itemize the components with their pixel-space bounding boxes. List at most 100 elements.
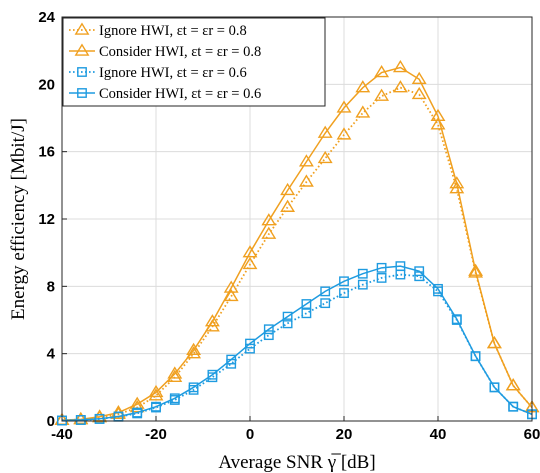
square-marker bbox=[376, 273, 387, 283]
square-marker bbox=[339, 276, 349, 287]
triangle-marker bbox=[167, 366, 183, 379]
square-marker bbox=[77, 88, 87, 98]
legend-item: Consider HWI, εt = εr = 0.8 bbox=[69, 43, 261, 60]
legend-item: Ignore HWI, εt = εr = 0.8 bbox=[69, 22, 247, 39]
square-marker bbox=[451, 314, 462, 325]
x-tick-label: 40 bbox=[430, 426, 447, 443]
triangle-marker bbox=[74, 22, 90, 35]
triangle-marker bbox=[280, 182, 296, 196]
square-marker bbox=[414, 266, 425, 277]
triangle-marker bbox=[317, 125, 333, 138]
square-marker bbox=[282, 311, 293, 322]
square-marker bbox=[357, 268, 368, 279]
square-marker bbox=[470, 351, 481, 362]
series-line bbox=[61, 86, 533, 422]
triangle-marker bbox=[317, 150, 333, 164]
triangle-marker bbox=[298, 174, 314, 187]
square-marker bbox=[376, 262, 387, 273]
square-marker bbox=[245, 338, 255, 349]
triangle-marker bbox=[449, 176, 465, 189]
triangle-marker bbox=[186, 342, 202, 356]
y-tick-label: 24 bbox=[38, 9, 55, 26]
triangle-marker bbox=[411, 86, 427, 100]
legend-box bbox=[62, 17, 326, 107]
triangle-marker bbox=[430, 117, 446, 130]
x-tick-label: -20 bbox=[145, 426, 167, 443]
square-marker bbox=[282, 318, 293, 329]
square-marker bbox=[77, 67, 87, 77]
series-line bbox=[61, 273, 533, 422]
square-marker bbox=[94, 413, 105, 424]
y-tick-label: 12 bbox=[38, 211, 55, 228]
series-line bbox=[61, 265, 533, 422]
square-marker bbox=[226, 354, 237, 365]
triangle-marker bbox=[411, 71, 427, 85]
y-tick-label: 8 bbox=[47, 278, 55, 295]
triangle-marker bbox=[392, 59, 408, 73]
triangle-marker bbox=[261, 213, 277, 226]
series-3 bbox=[57, 269, 537, 426]
legend-label: Ignore HWI, εt = εr = 0.8 bbox=[99, 23, 247, 39]
triangle-marker bbox=[392, 80, 408, 93]
square-marker bbox=[320, 286, 331, 297]
triangle-marker bbox=[74, 43, 90, 56]
series-line bbox=[61, 66, 533, 421]
y-tick-label: 0 bbox=[47, 413, 55, 430]
triangle-marker bbox=[261, 226, 277, 239]
triangle-marker bbox=[223, 288, 239, 302]
y-tick-label: 16 bbox=[38, 144, 55, 161]
legend-item: Consider HWI, εt = εr = 0.6 bbox=[69, 86, 261, 102]
square-marker bbox=[207, 369, 218, 380]
square-marker bbox=[169, 393, 180, 404]
x-tick-label: -40 bbox=[51, 426, 73, 443]
tick-layer: -40 -20 0 20 40 60 0 4 8 12 16 20 24 bbox=[38, 9, 540, 443]
square-marker bbox=[132, 407, 143, 418]
triangle-marker bbox=[336, 100, 352, 113]
x-tick-label: 20 bbox=[336, 426, 353, 443]
square-marker bbox=[75, 415, 86, 425]
triangle-marker bbox=[486, 336, 502, 349]
x-tick-label: 60 bbox=[524, 426, 540, 443]
x-tick-label: 0 bbox=[246, 426, 254, 443]
triangle-marker bbox=[355, 105, 371, 118]
series-2 bbox=[54, 59, 540, 425]
square-marker bbox=[433, 283, 443, 294]
triangle-marker bbox=[204, 314, 220, 327]
triangle-marker bbox=[374, 88, 390, 101]
triangle-marker bbox=[298, 154, 314, 167]
x-axis-label: Average SNR γ̅ [dB] bbox=[218, 452, 375, 473]
triangle-marker bbox=[468, 263, 484, 276]
triangle-marker bbox=[242, 256, 258, 270]
square-marker bbox=[301, 299, 312, 309]
series-4 bbox=[57, 261, 537, 426]
triangle-marker bbox=[129, 399, 145, 413]
square-marker bbox=[301, 308, 312, 319]
square-marker bbox=[263, 324, 274, 335]
square-marker bbox=[357, 279, 368, 290]
triangle-marker bbox=[355, 80, 371, 93]
legend: Ignore HWI, εt = εr = 0.8 Consider HWI, ε… bbox=[62, 17, 326, 107]
legend-label: Consider HWI, εt = εr = 0.8 bbox=[99, 44, 261, 60]
triangle-marker bbox=[186, 346, 202, 359]
triangle-marker bbox=[148, 384, 164, 398]
square-marker bbox=[339, 288, 349, 298]
triangle-marker bbox=[505, 378, 521, 391]
square-marker bbox=[508, 401, 519, 412]
square-marker bbox=[263, 330, 274, 341]
triangle-marker bbox=[468, 265, 484, 278]
square-marker bbox=[489, 382, 500, 393]
triangle-marker bbox=[223, 280, 239, 293]
legend-label: Consider HWI, εt = εr = 0.6 bbox=[99, 86, 261, 102]
y-axis-label: Energy efficiency [Mbit/J] bbox=[8, 118, 29, 320]
triangle-marker bbox=[280, 199, 296, 212]
series-1 bbox=[54, 80, 540, 425]
y-tick-label: 4 bbox=[47, 346, 56, 363]
series-layer bbox=[54, 59, 540, 426]
square-marker bbox=[151, 401, 161, 412]
triangle-marker bbox=[336, 127, 352, 140]
y-tick-label: 20 bbox=[38, 76, 55, 93]
square-marker bbox=[188, 382, 199, 393]
triangle-marker bbox=[73, 411, 89, 425]
